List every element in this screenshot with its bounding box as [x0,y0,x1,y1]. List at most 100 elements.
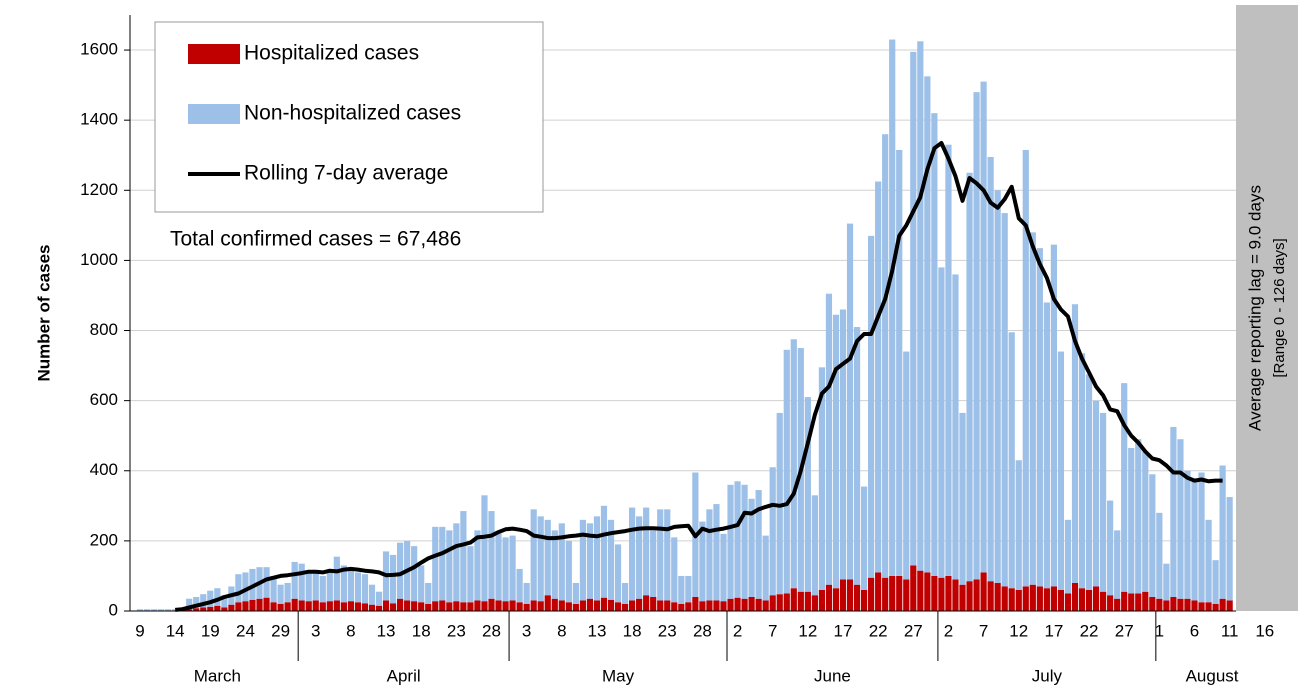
line [175,141,1223,612]
bar [1071,304,1079,583]
bar [544,595,551,611]
bar [1114,598,1121,611]
bar [157,609,165,611]
bar [467,602,474,611]
bar [1114,530,1121,599]
bar [1128,593,1135,611]
bar [516,568,523,603]
bar [537,516,544,602]
bar [846,579,854,611]
bar [425,582,432,604]
bar [1191,600,1198,611]
bar [193,596,200,609]
bar [1001,586,1008,611]
bar [551,530,558,599]
bar [347,601,354,611]
legend-label: Non-hospitalized cases [244,102,461,125]
bar [277,603,284,611]
bar [1036,586,1043,611]
x-tick-label: 9 [135,621,144,640]
bar [586,598,594,611]
bar [839,579,847,611]
legend-swatch [188,44,240,64]
bar [291,598,298,611]
bar [1092,400,1100,587]
bar [1057,589,1065,611]
bar [917,41,924,571]
bar [1170,426,1177,597]
bar [607,599,615,611]
x-tick-label: 23 [447,621,466,640]
bar [453,523,460,602]
bar [650,530,657,597]
bar [333,556,340,601]
y-tick-label: 600 [90,390,118,409]
month-label: May [602,666,635,685]
bar [397,542,404,599]
bar [1071,582,1079,611]
bar [643,595,650,611]
bar [776,412,783,595]
bar [242,601,249,611]
bar [966,172,973,582]
bar [488,598,495,611]
bar [1085,374,1093,590]
bar [685,575,692,603]
lag-subtitle: [Range 0 - 126 days] [1271,238,1288,377]
bar [1121,383,1128,592]
bar [959,584,966,611]
bar [193,608,200,611]
bar [1100,591,1107,611]
bar [425,603,432,611]
bar [186,598,193,610]
legend: Hospitalized cases Non-hospitalized cases… [154,21,544,213]
bar [1149,596,1156,611]
bar [797,591,804,611]
bar [671,602,678,611]
bar [727,598,734,611]
bar [621,603,629,611]
bar [411,601,418,611]
bar [460,602,467,611]
x-tick-label: 13 [587,621,606,640]
bar [1057,351,1065,590]
bar [326,601,333,611]
bar [720,601,727,611]
bar [910,51,917,566]
bar [558,523,565,601]
bar [966,581,973,611]
bar [551,598,558,611]
bar [903,579,910,611]
bar [221,595,228,608]
bar [811,495,818,596]
bar [713,504,720,601]
bar [242,572,249,602]
bar [1085,589,1093,611]
bar [762,535,769,601]
bar [868,577,875,611]
x-tick-label: 22 [869,621,888,640]
bar [165,609,172,611]
bar [270,602,277,611]
bar [404,600,411,611]
bar [565,602,572,611]
y-tick-label: 1000 [80,250,118,269]
bar [790,339,797,589]
bar [1064,593,1072,611]
x-tick-label: 1 [1155,621,1164,640]
bar [945,575,952,611]
bar [1212,560,1219,604]
bar [1064,519,1072,594]
bar [1163,563,1170,601]
x-tick-label: 27 [1115,621,1134,640]
bar [860,589,868,611]
bar [1008,588,1015,611]
bar [1156,512,1163,599]
x-tick-label: 18 [623,621,642,640]
bar [354,602,362,611]
bar [600,505,608,598]
bar [685,602,692,611]
bar [664,509,671,601]
bar [432,526,439,602]
bar [755,598,762,611]
